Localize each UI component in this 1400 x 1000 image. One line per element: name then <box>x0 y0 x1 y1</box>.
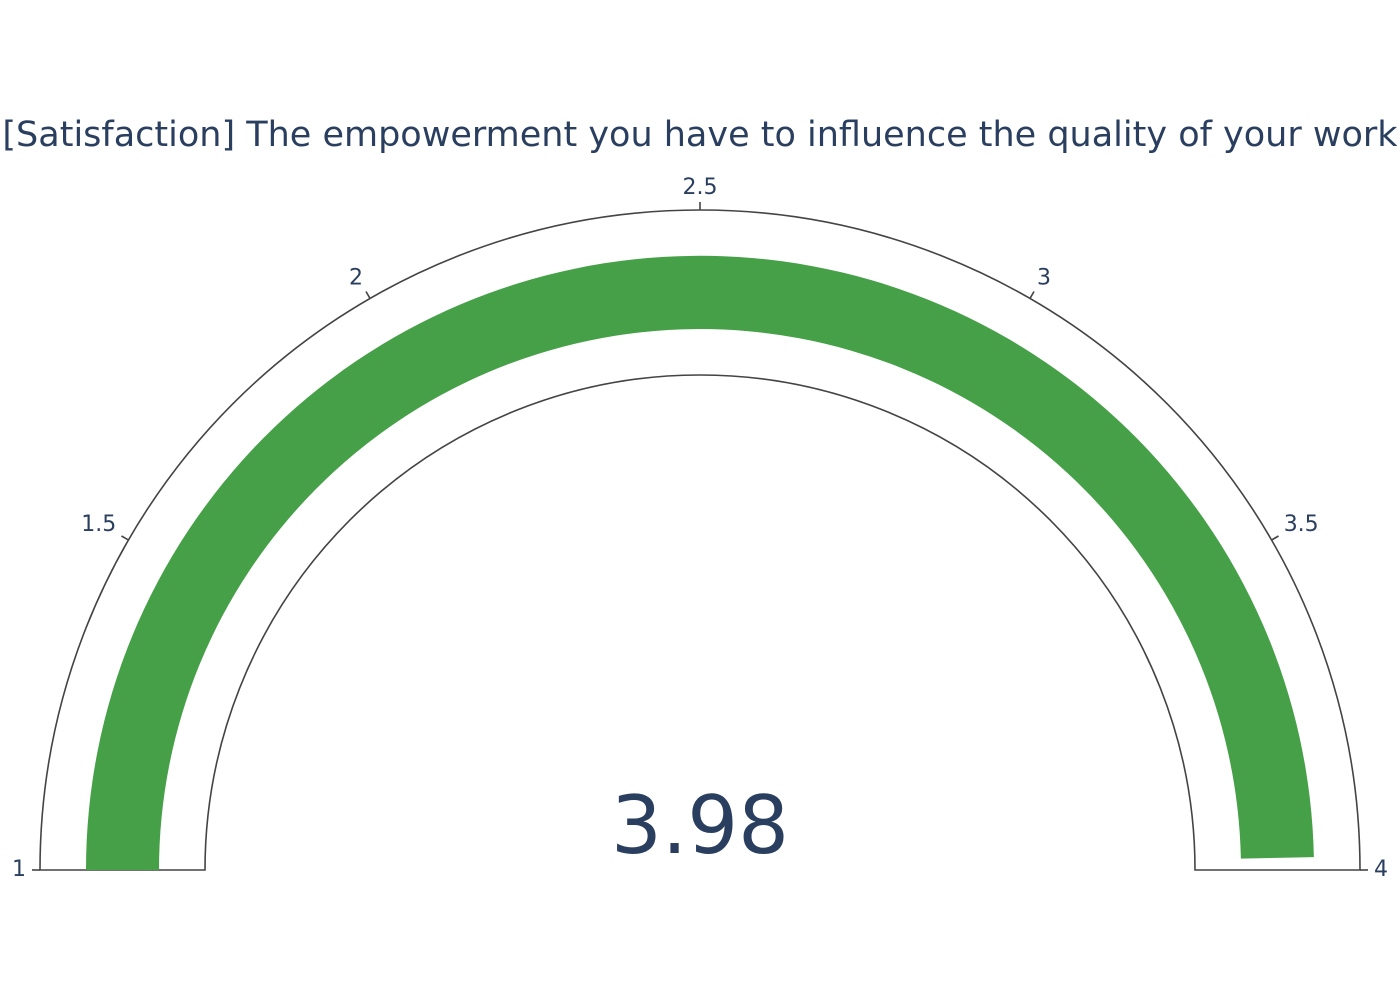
gauge-tick-mark <box>1029 291 1035 299</box>
gauge-tick-mark <box>121 535 129 541</box>
gauge-tick-mark <box>1271 535 1279 541</box>
gauge-tick-mark <box>365 291 371 299</box>
gauge-tick-label: 3 <box>1037 265 1051 290</box>
gauge-tick-label: 1 <box>12 857 26 882</box>
gauge-tick-label: 4 <box>1374 857 1388 882</box>
gauge-tick-label: 1.5 <box>81 512 116 537</box>
gauge-tick-label: 2 <box>349 265 363 290</box>
gauge-tick-label: 3.5 <box>1284 512 1319 537</box>
gauge-tick-label: 2.5 <box>683 175 718 200</box>
gauge-value-number: 3.98 <box>611 779 789 872</box>
gauge-axis-ticks: 1 1.5 2 2.5 3 3.5 4 <box>12 175 1388 882</box>
chart-title: [Satisfaction] The empowerment you have … <box>2 115 1398 155</box>
gauge-value-bar <box>85 255 1314 870</box>
